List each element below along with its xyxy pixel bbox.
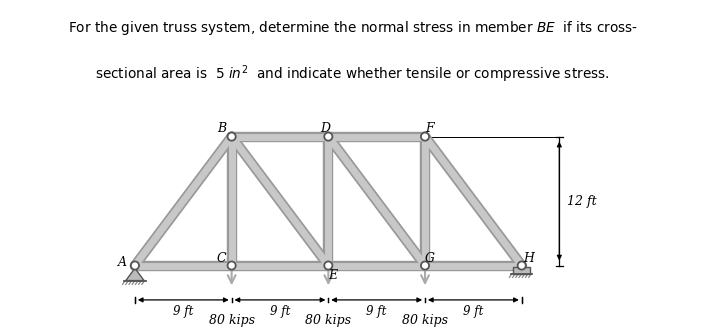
Circle shape [421,133,429,141]
Polygon shape [513,267,530,274]
Text: 9 ft: 9 ft [270,305,290,318]
Text: D: D [320,121,330,135]
Text: 9 ft: 9 ft [173,305,193,318]
Circle shape [131,261,139,270]
Text: F: F [425,121,434,135]
Text: B: B [217,121,226,135]
Circle shape [228,133,235,141]
Text: For the given truss system, determine the normal stress in member $\bf{\it{BE}}$: For the given truss system, determine th… [68,19,637,37]
Text: A: A [118,256,126,269]
Circle shape [324,261,333,270]
Text: 80 kips: 80 kips [209,314,255,327]
Text: C: C [216,251,226,265]
Text: G: G [424,251,434,265]
Text: 12 ft: 12 ft [567,195,596,208]
Circle shape [228,261,235,270]
Text: 9 ft: 9 ft [367,305,387,318]
Text: 80 kips: 80 kips [402,314,448,327]
Text: H: H [522,251,534,265]
Text: 9 ft: 9 ft [463,305,484,318]
Text: 80 kips: 80 kips [305,314,351,327]
Circle shape [517,261,526,270]
Text: sectional area is  5 $\it{in}^2$  and indicate whether tensile or compressive st: sectional area is 5 $\it{in}^2$ and indi… [95,63,610,85]
Polygon shape [125,268,144,280]
Circle shape [421,261,429,270]
Circle shape [324,133,333,141]
Text: E: E [328,269,337,282]
